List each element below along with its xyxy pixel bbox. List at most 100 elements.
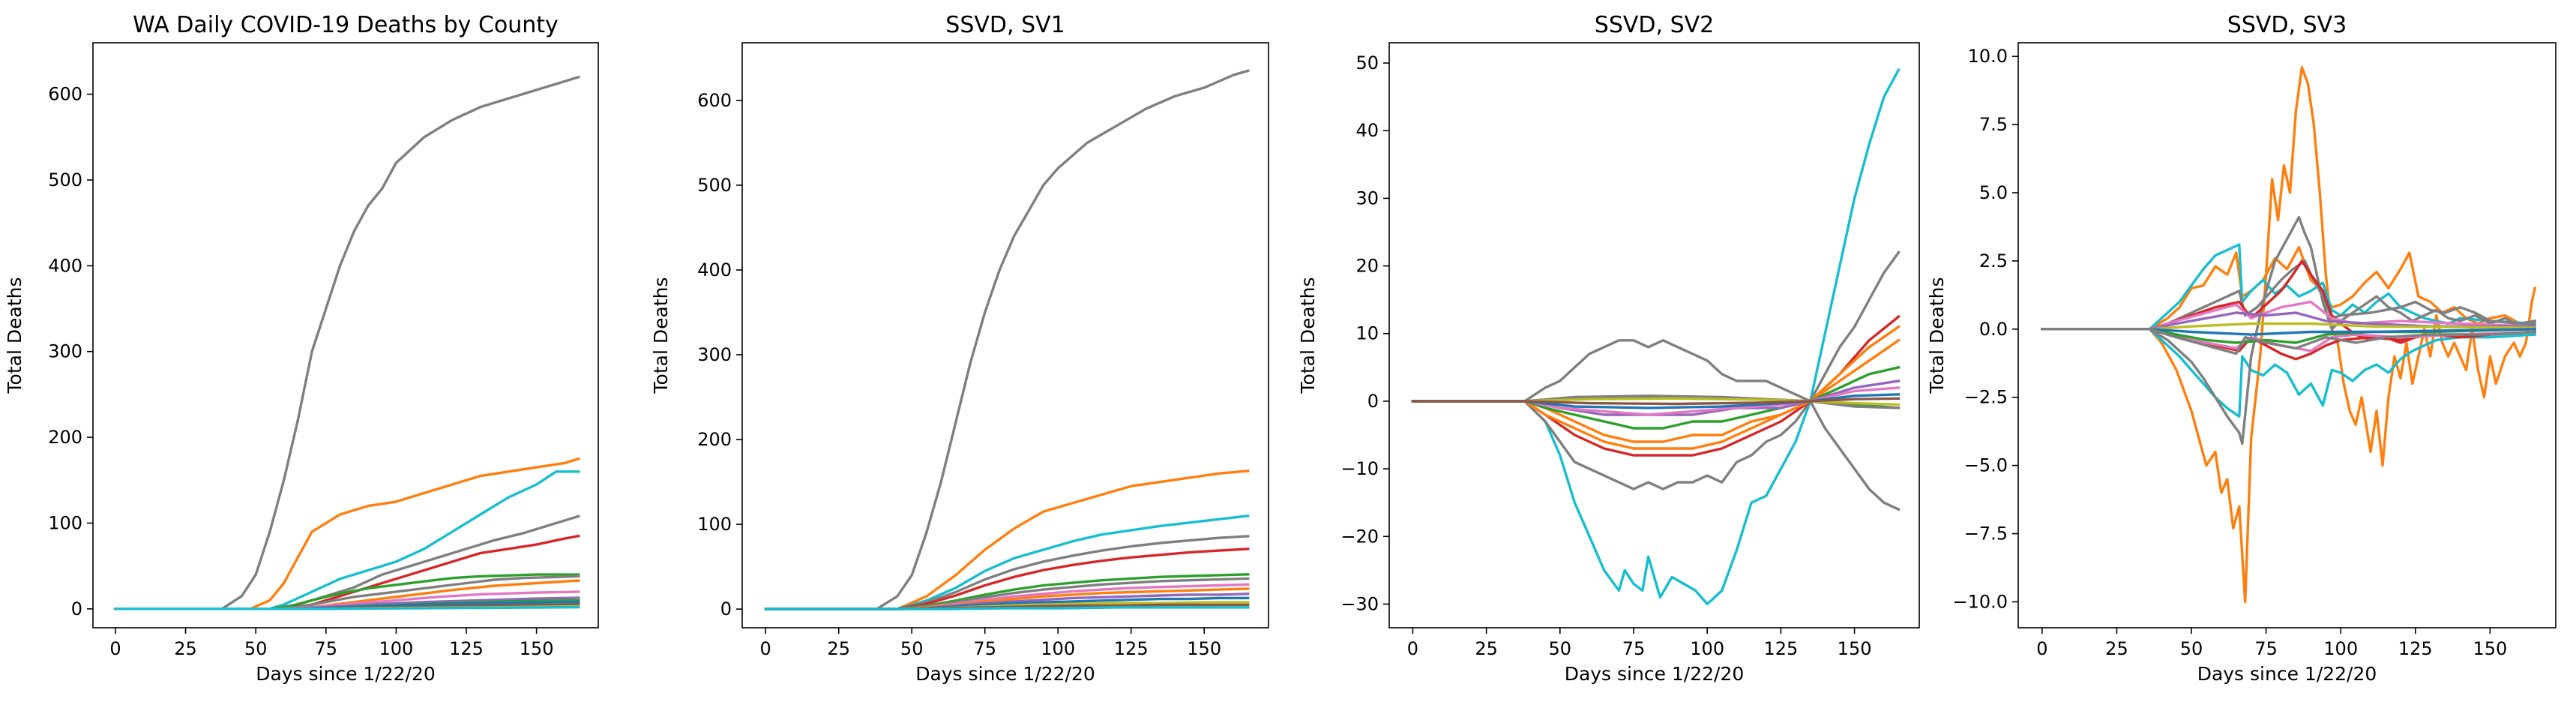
y-tick-label: 500: [48, 170, 82, 190]
x-tick-label: 125: [1763, 638, 1798, 659]
x-tick-label: 50: [2180, 638, 2203, 659]
y-axis-label: Total Deaths: [1297, 278, 1319, 394]
y-tick-label: 500: [697, 175, 732, 196]
series-line-5: [764, 548, 1250, 610]
y-tick-label: −5.0: [1964, 455, 2008, 476]
series-line-6: [1411, 338, 1901, 443]
chart-panel-3: 0 25 50 75 100 125 150 −30 −20 −10 0 10 20 30 40 50 SSVD…: [1297, 12, 1920, 685]
x-tick-label: 25: [2105, 638, 2128, 659]
x-tick-label: 150: [1838, 638, 1872, 659]
x-tick-label: 150: [1187, 638, 1221, 659]
x-axis-label: Days since 1/22/20: [1565, 663, 1745, 685]
series-line-14: [764, 606, 1250, 610]
series-line-14: [1411, 397, 1901, 406]
y-tick-label: 10.0: [1968, 46, 2008, 67]
x-tick-label: 75: [1622, 638, 1646, 659]
y-axis-label: Total Deaths: [650, 278, 672, 394]
series-line-1: [114, 75, 580, 610]
series-group: [764, 69, 1250, 610]
series-line-2: [1411, 339, 1901, 512]
x-tick-label: 75: [315, 638, 338, 659]
x-tick-label: 100: [1690, 638, 1724, 659]
x-tick-label: 0: [1407, 638, 1418, 659]
series-group: [2041, 66, 2537, 604]
y-tick-label: 300: [48, 341, 82, 362]
x-tick-label: 50: [900, 638, 924, 659]
axes-frame: [741, 42, 1269, 628]
y-tick-label: −7.5: [1964, 524, 2008, 544]
x-tick-label: 125: [449, 638, 484, 659]
y-tick-label: 30: [1355, 188, 1379, 208]
x-tick-label: 0: [2036, 638, 2047, 659]
y-tick-label: 600: [48, 84, 82, 105]
series-line-2: [114, 457, 580, 610]
chart-panel-4: 0 25 50 75 100 125 150 −10.0 −7.5 −5.0 −2.5 0.0 2.5 5…: [1926, 12, 2557, 685]
y-tick-label: 300: [697, 344, 732, 365]
x-tick-label: 100: [1041, 638, 1075, 659]
y-tick-label: 600: [697, 90, 732, 111]
y-tick-label: 0: [71, 598, 82, 620]
axes-frame: [1388, 42, 1920, 628]
y-tick-label: 0.0: [1979, 319, 2008, 340]
y-tick-label: 0: [720, 598, 732, 620]
x-tick-label: 25: [1475, 638, 1498, 659]
y-tick-label: 100: [48, 512, 82, 533]
y-tick-label: 40: [1355, 120, 1379, 141]
series-line-1: [2041, 66, 2537, 604]
chart-title: SSVD, SV2: [1595, 12, 1714, 38]
series-group: [114, 75, 580, 610]
y-tick-label: −10: [1340, 458, 1379, 479]
y-tick-label: 2.5: [1979, 250, 2008, 272]
x-tick-label: 75: [973, 638, 996, 659]
y-tick-label: −2.5: [1964, 387, 2008, 408]
x-tick-label: 100: [379, 638, 413, 659]
y-tick-label: 200: [697, 429, 732, 450]
y-tick-label: 5.0: [1979, 182, 2008, 203]
series-line-6: [114, 573, 580, 610]
axes-frame: [2017, 42, 2557, 628]
y-tick-label: 0: [1367, 391, 1379, 412]
x-axis-label: Days since 1/22/20: [915, 663, 1095, 685]
x-tick-label: 0: [109, 638, 121, 659]
x-tick-label: 125: [2398, 638, 2433, 659]
series-line-9: [2041, 300, 2536, 331]
x-tick-label: 0: [760, 638, 771, 659]
y-axis-label: Total Deaths: [4, 278, 25, 394]
x-tick-label: 150: [520, 638, 554, 659]
y-tick-label: 20: [1355, 256, 1379, 277]
y-tick-label: 10: [1355, 323, 1379, 344]
y-tick-label: −30: [1340, 593, 1379, 614]
x-tick-label: 75: [2254, 638, 2278, 659]
x-axis-label: Days since 1/22/20: [256, 663, 436, 685]
series-line-7: [1411, 365, 1901, 430]
y-tick-label: 7.5: [1979, 114, 2008, 135]
series-line-3: [1411, 250, 1901, 490]
series-line-1: [1411, 68, 1901, 606]
x-tick-label: 25: [174, 638, 197, 659]
series-line-9: [1411, 386, 1901, 416]
chart-title: SSVD, SV1: [945, 12, 1065, 38]
chart-title: SSVD, SV3: [2227, 12, 2347, 38]
series-line-3: [114, 470, 580, 610]
x-axis-label: Days since 1/22/20: [2197, 663, 2377, 685]
series-line-2: [764, 470, 1250, 610]
x-tick-label: 125: [1114, 638, 1149, 659]
chart-panel-1: 0 25 50 75 100 125 150 0 100 200 300 400 500 600 WA Da…: [4, 12, 599, 685]
y-axis-label: Total Deaths: [1926, 278, 1948, 394]
y-tick-label: 100: [697, 514, 732, 535]
series-line-5: [1411, 325, 1901, 450]
series-line-11: [2041, 311, 2536, 331]
y-tick-label: 200: [48, 427, 82, 448]
series-line-4: [2041, 328, 2536, 418]
x-tick-label: 100: [2323, 638, 2358, 659]
y-tick-label: −20: [1340, 526, 1379, 547]
x-tick-label: 25: [827, 638, 850, 659]
y-tick-label: 50: [1355, 52, 1379, 74]
chart-panel-2: 0 25 50 75 100 125 150 0 100 200 300 400 500 600 SSVD,…: [650, 12, 1269, 685]
series-line-3: [2041, 243, 2536, 331]
y-tick-label: 400: [48, 255, 82, 276]
series-line-4: [764, 535, 1250, 610]
y-tick-label: 400: [697, 260, 732, 280]
series-line-3: [764, 514, 1250, 610]
